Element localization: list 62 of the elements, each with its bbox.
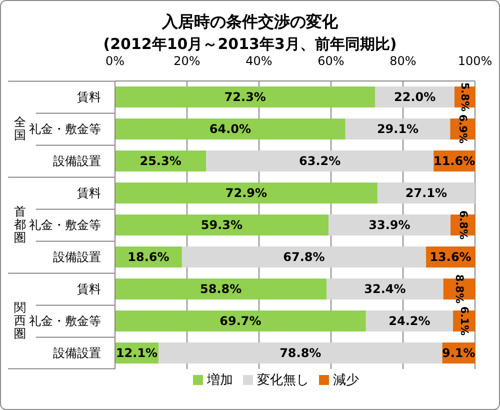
data-label: 72.3% (224, 90, 266, 104)
y-tick-label: 設備設置 (53, 250, 101, 264)
x-tick-label: 0% (105, 54, 125, 68)
bar (115, 214, 328, 236)
bar (115, 182, 378, 204)
y-tick-label: 礼金・敷金等 (29, 218, 101, 232)
y-tick-label: 賃料 (77, 90, 101, 104)
data-label: 63.2% (299, 154, 341, 168)
data-label: 13.6% (430, 250, 472, 264)
y-tick-label: 賃料 (77, 186, 101, 200)
bar (115, 118, 346, 140)
bar (115, 278, 327, 300)
data-label: 27.1% (405, 186, 448, 200)
data-label: 72.9% (225, 186, 268, 200)
y-tick-label: 賃料 (77, 282, 101, 296)
y-tick-label: 礼金・敷金等 (29, 122, 101, 136)
text: 首都圏 (14, 204, 26, 245)
data-label: 24.2% (388, 314, 430, 328)
y-tick-label: 設備設置 (53, 346, 101, 360)
x-tick-label: 100% (458, 54, 492, 68)
bar (377, 182, 475, 204)
data-label: 58.8% (200, 282, 242, 296)
data-label: 25.3% (140, 154, 182, 168)
chart-subtitle: (2012年10月～2013年3月、前年同期比) (102, 34, 398, 54)
y-tick-label: 設備設置 (53, 154, 101, 168)
chart-title: 入居時の条件交渉の変化 (160, 12, 339, 32)
bar (326, 278, 444, 300)
data-label: 69.7% (220, 314, 262, 328)
data-label: 32.4% (364, 282, 406, 296)
data-label: 9.1% (442, 346, 476, 360)
text: 全国 (14, 115, 26, 142)
bar (206, 150, 434, 172)
data-label: 64.0% (209, 122, 252, 136)
bar (182, 246, 426, 268)
x-tick-label: 20% (174, 54, 200, 68)
bar (328, 214, 451, 236)
legend-label: 減少 (333, 373, 359, 388)
bar (345, 118, 450, 140)
data-label: 67.8% (283, 250, 325, 264)
data-label: 22.0% (394, 90, 436, 104)
data-label: 78.8% (280, 346, 322, 360)
bar (115, 86, 376, 108)
data-label: 6.8% (456, 210, 469, 240)
legend-label: 変化無し (257, 373, 309, 388)
data-label: 8.8% (453, 274, 466, 304)
text: 関西圏 (14, 300, 26, 341)
data-label: 59.3% (200, 218, 243, 232)
y-tick-label: 礼金・敷金等 (29, 314, 101, 328)
data-label: 6.1% (458, 306, 470, 336)
bar (115, 310, 366, 332)
data-label: 6.9% (456, 114, 469, 144)
x-tick-label: 60% (318, 54, 344, 68)
bar (158, 342, 442, 364)
x-tick-label: 40% (246, 54, 272, 68)
data-label: 18.6% (128, 250, 170, 264)
data-label: 12.1% (116, 346, 158, 360)
data-label: 33.9% (368, 218, 410, 232)
data-label: 11.6% (433, 154, 476, 168)
x-tick-label: 80% (390, 54, 416, 68)
data-label: 5.8% (458, 82, 471, 112)
legend-label: 増加 (207, 373, 233, 388)
data-label: 29.1% (376, 122, 419, 136)
